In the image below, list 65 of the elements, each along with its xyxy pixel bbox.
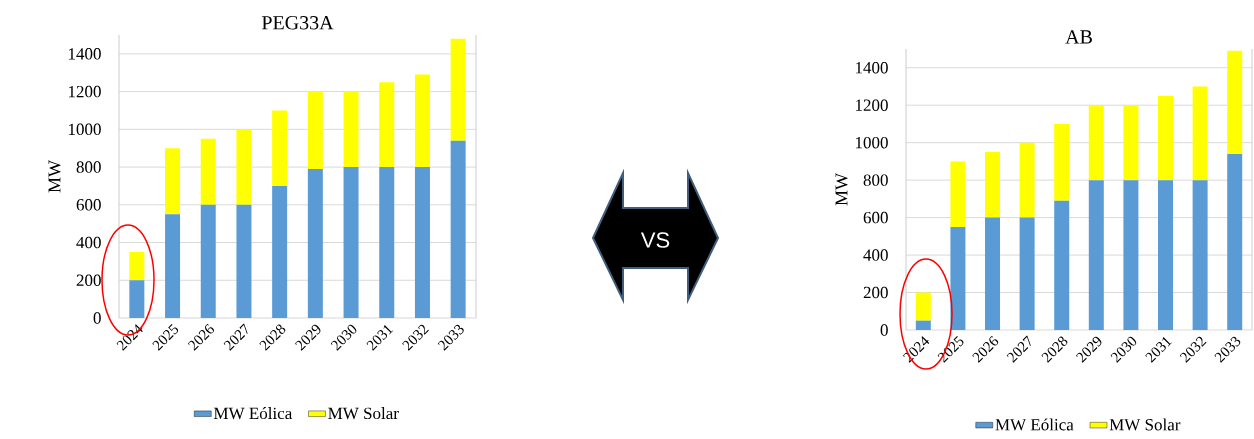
y-tick-label: 1000 <box>68 123 101 136</box>
bar <box>379 82 395 168</box>
bar <box>165 148 181 215</box>
bar <box>307 91 323 169</box>
bar <box>950 161 966 227</box>
legend-label: MW Solar <box>328 407 399 420</box>
bar <box>379 167 395 318</box>
bar <box>1088 105 1104 181</box>
y-tick-label: 0 <box>93 312 101 324</box>
y-tick-label: 600 <box>76 199 101 211</box>
bar <box>129 251 145 281</box>
y-tick-label: 400 <box>863 249 888 261</box>
bar <box>414 167 430 318</box>
bar <box>307 168 323 318</box>
bar <box>915 292 931 321</box>
bar <box>165 214 181 318</box>
bar <box>1123 105 1139 181</box>
y-tick-label: 1400 <box>68 48 101 60</box>
y-tick-label: 800 <box>863 174 888 186</box>
bar <box>1088 180 1104 330</box>
bar <box>129 280 145 318</box>
bar <box>272 110 288 186</box>
bar <box>915 320 931 330</box>
legend-label: MW Eólica <box>995 418 1074 431</box>
bar <box>414 74 430 168</box>
bar <box>200 138 216 205</box>
bar <box>236 129 252 205</box>
y-tick-label: 200 <box>863 286 888 299</box>
y-axis-title: MW <box>48 160 61 193</box>
bar <box>236 204 252 318</box>
bar <box>1054 123 1070 201</box>
bar <box>200 204 216 318</box>
bar <box>1192 180 1208 330</box>
y-tick-label: 800 <box>76 161 101 173</box>
bar <box>1019 217 1035 330</box>
bar <box>1158 95 1174 181</box>
bar <box>1123 180 1139 330</box>
bar <box>343 91 359 168</box>
chart-title: PEG33A <box>261 16 334 30</box>
bar <box>1054 200 1070 330</box>
chart-title: AB <box>1065 30 1092 44</box>
y-tick-label: 1000 <box>855 136 888 149</box>
y-tick-label: 400 <box>76 236 101 249</box>
bar <box>1227 153 1243 330</box>
bar <box>985 217 1001 330</box>
y-tick-label: 600 <box>863 211 888 224</box>
y-tick-label: 1200 <box>68 85 101 98</box>
y-tick-label: 200 <box>76 274 101 287</box>
bar <box>1019 142 1035 218</box>
legend-label: MW Eólica <box>213 407 293 420</box>
text: VS <box>640 232 670 248</box>
legend-label: MW Solar <box>1109 418 1181 431</box>
y-axis-title: MW <box>835 173 848 206</box>
bar <box>1192 86 1208 181</box>
bar <box>450 38 466 141</box>
bar <box>1158 180 1174 330</box>
y-tick-label: 1200 <box>855 99 888 111</box>
bar <box>1227 50 1243 154</box>
bar <box>450 140 466 318</box>
bar <box>343 167 359 318</box>
y-tick-label: 1400 <box>855 61 888 74</box>
bar <box>950 226 966 330</box>
bar <box>272 185 288 318</box>
bar <box>985 152 1001 218</box>
y-tick-label: 0 <box>880 324 888 336</box>
